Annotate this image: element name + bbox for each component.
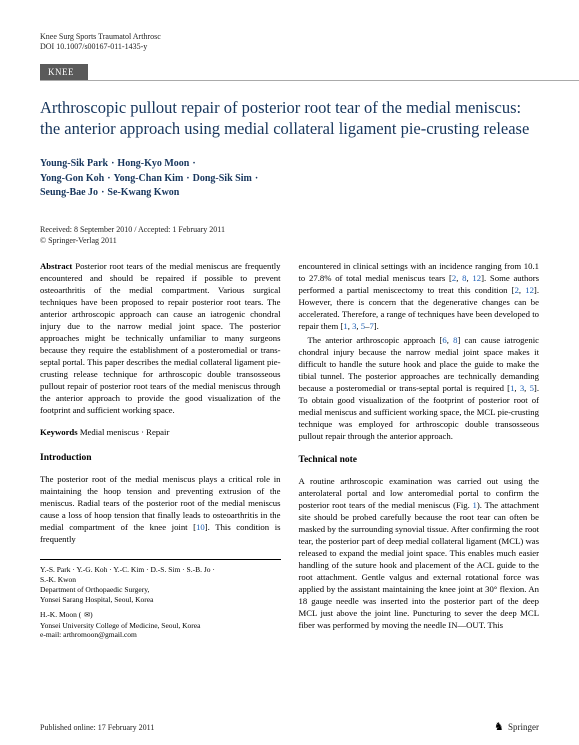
springer-horse-icon: [494, 721, 504, 733]
citation[interactable]: 1: [343, 321, 347, 331]
section-tag: KNEE: [40, 64, 88, 80]
affil-name: ): [90, 610, 93, 619]
copyright: © Springer-Verlag 2011: [40, 236, 539, 247]
body-text: ). The attachment site should be probed …: [299, 500, 540, 630]
author: Yong-Chan Kim: [114, 173, 184, 184]
journal-doi: DOI 10.1007/s00167-011-1435-y: [40, 42, 539, 52]
citation[interactable]: 6: [442, 335, 446, 345]
body-text: ].: [374, 321, 379, 331]
affil-line: S.-K. Kwon: [40, 575, 281, 585]
abstract: Abstract Posterior root tears of the med…: [40, 260, 281, 416]
left-column: Abstract Posterior root tears of the med…: [40, 260, 281, 640]
citation[interactable]: 5: [361, 321, 365, 331]
publisher-name: Springer: [508, 722, 539, 732]
author: Dong-Sik Sim: [193, 173, 252, 184]
citation[interactable]: 3: [520, 383, 524, 393]
citation[interactable]: 12: [472, 273, 481, 283]
technical-note-heading: Technical note: [299, 454, 540, 467]
journal-name: Knee Surg Sports Traumatol Arthrosc: [40, 32, 539, 42]
right-column: encountered in clinical settings with an…: [299, 260, 540, 640]
citation[interactable]: 10: [196, 522, 205, 532]
citation[interactable]: 2: [452, 273, 456, 283]
keywords-label: Keywords: [40, 427, 78, 437]
article-title: Arthroscopic pullout repair of posterior…: [40, 98, 539, 139]
two-column-body: Abstract Posterior root tears of the med…: [40, 260, 539, 640]
affil-line: Yonsei University College of Medicine, S…: [40, 621, 281, 631]
body-text: The anterior arthroscopic approach [: [308, 335, 443, 345]
affil-email: e-mail: arthromoon@gmail.com: [40, 630, 281, 640]
citation[interactable]: 2: [515, 285, 519, 295]
page-footer: Published online: 17 February 2011 Sprin…: [40, 721, 539, 733]
citation[interactable]: 1: [510, 383, 514, 393]
received-dates: Received: 8 September 2010 / Accepted: 1…: [40, 225, 539, 236]
published-online: Published online: 17 February 2011: [40, 723, 154, 732]
right-para-2: The anterior arthroscopic approach [6, 8…: [299, 334, 540, 442]
technical-note-paragraph: A routine arthroscopic examination was c…: [299, 475, 540, 631]
keywords-text: Medial meniscus · Repair: [78, 427, 170, 437]
author: Hong-Kyo Moon: [117, 158, 189, 169]
keywords: Keywords Medial meniscus · Repair: [40, 426, 281, 438]
affil-line: Yonsei Sarang Hospital, Seoul, Korea: [40, 595, 281, 605]
dates-block: Received: 8 September 2010 / Accepted: 1…: [40, 225, 539, 247]
citation[interactable]: 12: [525, 285, 534, 295]
corresponding-author: H.-K. Moon (): [40, 610, 281, 620]
citation[interactable]: 3: [352, 321, 356, 331]
publisher-brand: Springer: [494, 721, 539, 733]
citation[interactable]: 8: [462, 273, 466, 283]
envelope-icon: [81, 610, 90, 619]
author: Seung-Bae Jo: [40, 187, 98, 198]
affil-line: Department of Orthopaedic Surgery,: [40, 585, 281, 595]
abstract-label: Abstract: [40, 261, 72, 271]
affiliations: Y.-S. Park · Y.-G. Koh · Y.-C. Kim · D.-…: [40, 559, 281, 640]
author: Yong-Gon Koh: [40, 173, 104, 184]
affil-line: Y.-S. Park · Y.-G. Koh · Y.-C. Kim · D.-…: [40, 565, 281, 575]
affil-name: H.-K. Moon (: [40, 610, 81, 619]
right-para-1: encountered in clinical settings with an…: [299, 260, 540, 332]
author: Young-Sik Park: [40, 158, 108, 169]
author: Se-Kwang Kwon: [107, 187, 179, 198]
introduction-paragraph: The posterior root of the medial meniscu…: [40, 473, 281, 545]
abstract-text: Posterior root tears of the medial menis…: [40, 261, 281, 415]
authors-block: Young-Sik Park·Hong-Kyo Moon· Yong-Gon K…: [40, 157, 539, 201]
introduction-heading: Introduction: [40, 452, 281, 465]
